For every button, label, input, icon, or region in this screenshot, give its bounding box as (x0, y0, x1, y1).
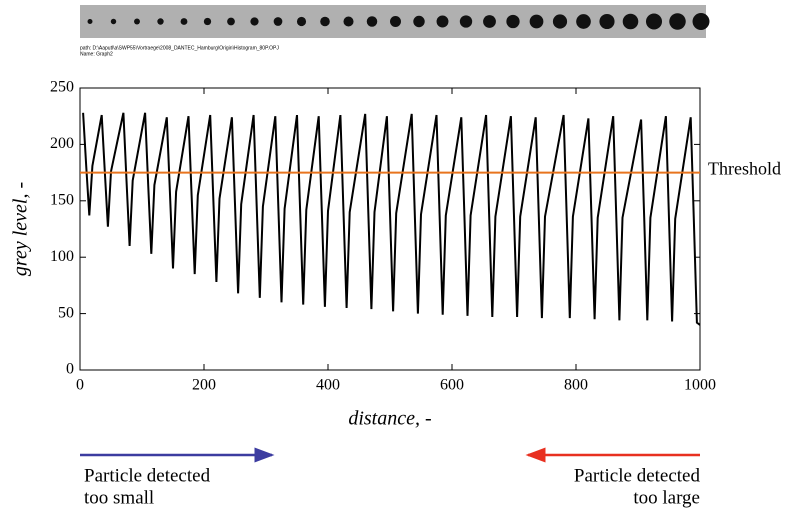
particle-dot (692, 13, 710, 30)
particle-dot (390, 16, 401, 27)
particle-dot (250, 17, 259, 26)
x-tick-label: 400 (316, 377, 340, 394)
particle-dot (110, 18, 117, 25)
y-tick-label: 250 (50, 79, 74, 96)
particle-dot (645, 13, 663, 30)
y-tick-label: 0 (66, 361, 74, 378)
particle-dot (622, 13, 639, 30)
annotation-text: Particle detected (574, 465, 701, 486)
particle-dot (320, 16, 330, 27)
particle-dot (576, 14, 591, 29)
annotation-text: too small (84, 487, 154, 508)
x-tick-label: 0 (76, 377, 84, 394)
y-tick-label: 50 (58, 304, 74, 321)
particle-dot (227, 17, 235, 26)
x-tick-label: 800 (564, 377, 588, 394)
particle-dot (134, 18, 140, 25)
graph-name: Name: Graph2 (80, 51, 113, 57)
particle-dot (87, 19, 93, 24)
particle-dot (552, 14, 568, 29)
particle-dot (273, 17, 283, 26)
plot-frame (79, 87, 701, 371)
y-tick-label: 100 (50, 248, 74, 265)
annotation-text: too large (633, 487, 700, 508)
x-tick-label: 1000 (684, 377, 716, 394)
particle-dot (459, 15, 473, 28)
particle-dot (366, 16, 378, 27)
file-path: path: D:\Aaputl\a\SWP55\Vortraege\2008_D… (80, 45, 279, 51)
particle-dot (436, 15, 449, 28)
annotation-text: Particle detected (84, 465, 211, 486)
x-tick-label: 600 (440, 377, 464, 394)
particle-dot (296, 16, 307, 27)
y-tick-label: 200 (50, 135, 74, 152)
particle-dot (180, 18, 188, 25)
particle-dot (529, 14, 544, 29)
particle-dot (203, 17, 212, 26)
x-axis-title: distance, - (348, 408, 431, 430)
particle-dot (506, 14, 520, 29)
y-axis-title: grey level, - (10, 182, 32, 276)
particle-dot (669, 13, 686, 30)
threshold-label: Threshold (708, 159, 781, 179)
particle-dot (343, 16, 354, 27)
x-tick-label: 200 (192, 377, 216, 394)
particle-dot (599, 13, 615, 30)
particle-dots (87, 13, 710, 30)
particle-dot (483, 15, 496, 28)
y-tick-label: 150 (50, 191, 74, 208)
particle-dot (413, 15, 425, 28)
particle-dot (157, 18, 164, 25)
data-line (82, 112, 701, 326)
